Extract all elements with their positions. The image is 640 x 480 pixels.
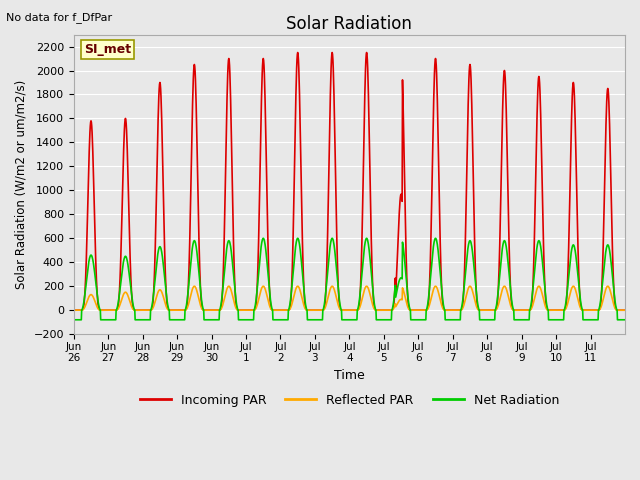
Net Radiation — [479, 317, 487, 323]
Reflected PAR — [156, 287, 164, 293]
Line: Net Radiation: Net Radiation — [74, 238, 625, 320]
Incoming PAR — [294, 49, 301, 55]
X-axis label: Time: Time — [334, 369, 365, 382]
Reflected PAR — [621, 307, 628, 313]
Text: SI_met: SI_met — [84, 43, 131, 56]
Y-axis label: Solar Radiation (W/m2 or um/m2/s): Solar Radiation (W/m2 or um/m2/s) — [15, 80, 28, 289]
Reflected PAR — [614, 307, 621, 313]
Reflected PAR — [335, 304, 343, 310]
Incoming PAR — [156, 80, 164, 85]
Text: No data for f_DfPar: No data for f_DfPar — [6, 12, 113, 23]
Reflected PAR — [560, 307, 568, 313]
Line: Incoming PAR: Incoming PAR — [74, 52, 625, 310]
Net Radiation — [70, 317, 77, 323]
Reflected PAR — [324, 292, 332, 298]
Net Radiation — [614, 317, 621, 323]
Net Radiation — [560, 307, 568, 313]
Net Radiation — [259, 235, 267, 241]
Reflected PAR — [191, 283, 198, 289]
Legend: Incoming PAR, Reflected PAR, Net Radiation: Incoming PAR, Reflected PAR, Net Radiati… — [134, 389, 564, 412]
Net Radiation — [335, 294, 343, 300]
Incoming PAR — [560, 307, 568, 313]
Incoming PAR — [621, 307, 628, 313]
Net Radiation — [324, 258, 332, 264]
Line: Reflected PAR: Reflected PAR — [74, 286, 625, 310]
Incoming PAR — [324, 184, 332, 190]
Incoming PAR — [479, 307, 487, 313]
Net Radiation — [156, 244, 164, 250]
Net Radiation — [621, 317, 628, 323]
Title: Solar Radiation: Solar Radiation — [287, 15, 412, 33]
Incoming PAR — [335, 297, 343, 302]
Incoming PAR — [614, 307, 621, 313]
Reflected PAR — [70, 307, 77, 313]
Incoming PAR — [70, 307, 77, 313]
Reflected PAR — [479, 307, 487, 313]
